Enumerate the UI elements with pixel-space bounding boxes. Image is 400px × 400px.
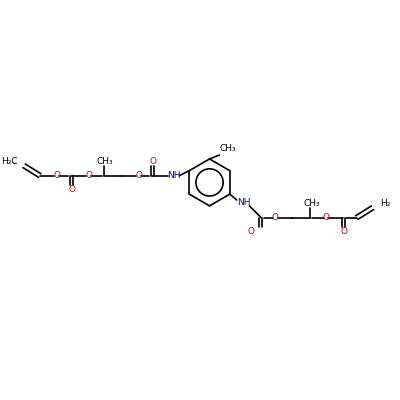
Text: H₂: H₂ <box>380 200 391 208</box>
Text: NH: NH <box>167 171 180 180</box>
Text: O: O <box>150 158 156 166</box>
Text: O: O <box>136 171 143 180</box>
Text: O: O <box>271 213 278 222</box>
Text: O: O <box>322 213 329 222</box>
Text: O: O <box>54 171 61 180</box>
Text: NH: NH <box>237 198 250 208</box>
Text: CH₃: CH₃ <box>220 144 236 153</box>
Text: O: O <box>248 227 255 236</box>
Text: O: O <box>68 185 76 194</box>
Text: O: O <box>341 227 348 236</box>
Text: O: O <box>85 171 92 180</box>
Text: CH₃: CH₃ <box>97 158 114 166</box>
Text: H₂C: H₂C <box>1 158 17 166</box>
Text: CH₃: CH₃ <box>304 200 320 208</box>
